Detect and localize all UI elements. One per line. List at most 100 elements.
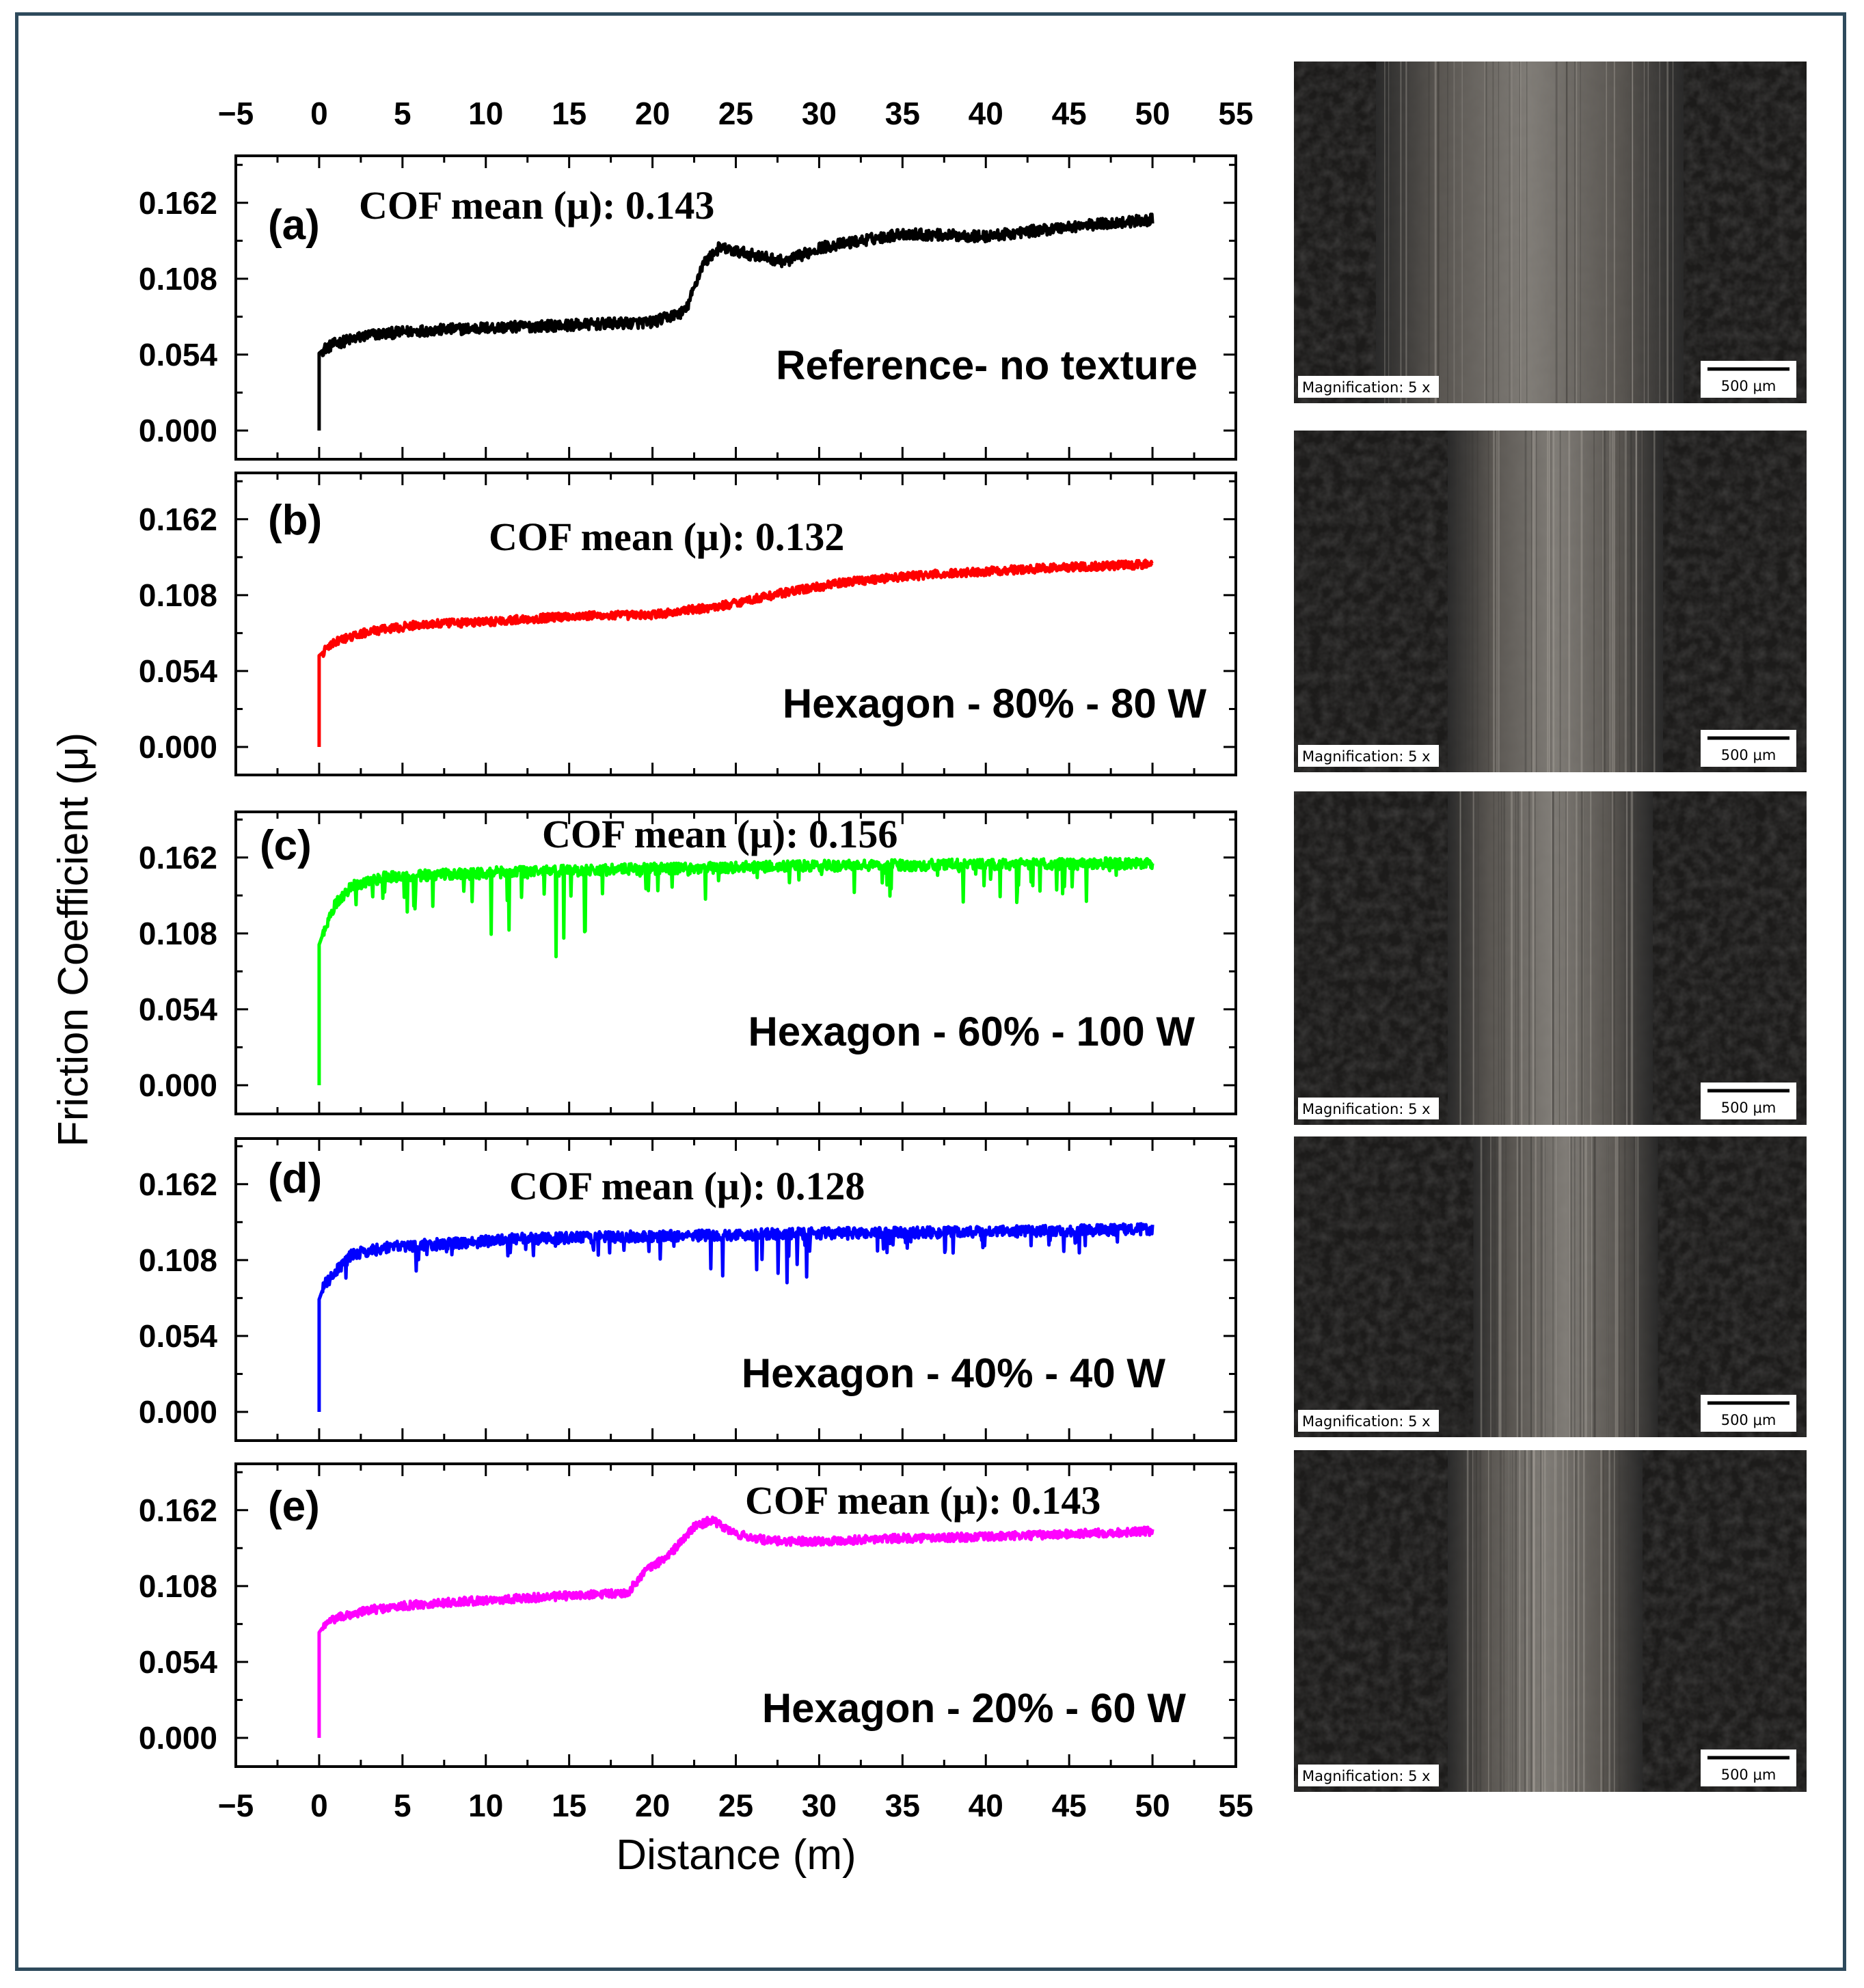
panel-tag: (a) bbox=[268, 202, 320, 249]
y-tick-label: 0.054 bbox=[139, 653, 218, 689]
magnification-label: Magnification: 5 x bbox=[1302, 1413, 1431, 1430]
magnification-label: Magnification: 5 x bbox=[1302, 748, 1431, 765]
x-tick-label-top: 15 bbox=[552, 96, 586, 131]
panel-d: 0.000 0.054 0.108 0.162 (d) COF mean (μ): 0.1… bbox=[139, 1137, 1237, 1442]
magnification-box bbox=[1298, 1098, 1439, 1119]
x-tick-label-bottom: 0 bbox=[310, 1788, 328, 1823]
x-tick-label-top: 0 bbox=[310, 96, 328, 131]
panel-a: 0.000 0.054 0.108 0.162 (a) COF mean (μ): 0.1… bbox=[139, 154, 1237, 461]
panel-tag: (d) bbox=[268, 1155, 322, 1202]
x-tick-label-top: 20 bbox=[635, 96, 670, 131]
scale-bar-label: 500 μm bbox=[1721, 1100, 1777, 1116]
x-tick-label-bottom: 40 bbox=[969, 1788, 1003, 1823]
top-x-axis-labels: −5 0 5 10 15 20 25 30 35 40 45 50 55 bbox=[218, 96, 1254, 131]
scale-bar-box bbox=[1701, 1082, 1796, 1119]
y-tick-label: 0.162 bbox=[139, 185, 217, 221]
series-line-e bbox=[317, 1515, 1154, 1738]
micrograph-a: Magnification: 5 x 500 μm bbox=[1294, 62, 1807, 403]
x-tick-label-top: 35 bbox=[885, 96, 920, 131]
x-tick-label-bottom: 20 bbox=[635, 1788, 670, 1823]
x-tick-label-top: 45 bbox=[1052, 96, 1087, 131]
x-axis-title: Distance (m) bbox=[616, 1832, 856, 1879]
wear-track bbox=[1376, 62, 1684, 403]
micrograph-b: Magnification: 5 x 500 μm bbox=[1294, 431, 1807, 772]
y-tick-label: 0.108 bbox=[139, 261, 217, 297]
y-tick-label: 0.054 bbox=[139, 992, 218, 1027]
micrograph-e: Magnification: 5 x 500 μm bbox=[1294, 1450, 1807, 1792]
x-tick-label-top: −5 bbox=[218, 96, 254, 131]
y-tick-label: 0.054 bbox=[139, 1644, 218, 1680]
panel-tag: (c) bbox=[260, 822, 312, 869]
y-tick-label: 0.162 bbox=[139, 1167, 217, 1202]
x-tick-label-top: 55 bbox=[1218, 96, 1253, 131]
scale-bar-label: 500 μm bbox=[1721, 747, 1777, 763]
panel-e: 0.000 0.054 0.108 0.162 (e) COF mean (μ): 0.1… bbox=[139, 1462, 1237, 1768]
magnification-label: Magnification: 5 x bbox=[1302, 1768, 1431, 1784]
x-tick-label-top: 5 bbox=[394, 96, 411, 131]
wear-track bbox=[1448, 1450, 1643, 1792]
cof-mean-label: COF mean (μ): 0.156 bbox=[542, 812, 897, 856]
magnification-label: Magnification: 5 x bbox=[1302, 1101, 1431, 1117]
x-tick-label-bottom: 25 bbox=[718, 1788, 753, 1823]
y-tick-label: 0.162 bbox=[139, 502, 217, 537]
x-tick-label-top: 25 bbox=[718, 96, 753, 131]
panels: 0.000 0.054 0.108 0.162 (a) COF mean (μ): 0.1… bbox=[139, 154, 1237, 1768]
panel-b: 0.000 0.054 0.108 0.162 (b) COF mean (μ): 0.1… bbox=[139, 472, 1237, 776]
scale-bar-label: 500 μm bbox=[1721, 378, 1777, 394]
y-tick-label: 0.108 bbox=[139, 577, 217, 613]
condition-label: Hexagon - 40% - 40 W bbox=[742, 1350, 1166, 1396]
x-tick-label-bottom: 15 bbox=[552, 1788, 586, 1823]
condition-label: Hexagon - 80% - 80 W bbox=[783, 681, 1207, 726]
y-tick-label: 0.162 bbox=[139, 1493, 217, 1528]
panel-c: 0.000 0.054 0.108 0.162 (c) COF mean (μ): 0.1… bbox=[139, 811, 1237, 1115]
bottom-x-axis-labels: −5 0 5 10 15 20 25 30 35 40 45 50 55 bbox=[218, 1788, 1254, 1823]
scale-bar-label: 500 μm bbox=[1721, 1412, 1777, 1428]
x-tick-label-bottom: 30 bbox=[802, 1788, 837, 1823]
scale-bar-box bbox=[1701, 730, 1796, 767]
cof-mean-label: COF mean (μ): 0.143 bbox=[745, 1478, 1100, 1523]
x-tick-label-top: 30 bbox=[802, 96, 837, 131]
wear-track bbox=[1473, 1136, 1658, 1437]
series-line-a bbox=[317, 213, 1154, 431]
magnification-box bbox=[1298, 1410, 1439, 1432]
x-tick-label-bottom: 50 bbox=[1135, 1788, 1170, 1823]
scale-bar-box bbox=[1701, 361, 1796, 398]
x-tick-label-bottom: −5 bbox=[218, 1788, 254, 1823]
condition-label: Hexagon - 60% - 100 W bbox=[748, 1009, 1195, 1054]
condition-label: Hexagon - 20% - 60 W bbox=[762, 1685, 1187, 1731]
series-line-c bbox=[317, 856, 1154, 1085]
x-tick-label-top: 10 bbox=[468, 96, 503, 131]
wear-track bbox=[1448, 791, 1653, 1125]
magnification-label: Magnification: 5 x bbox=[1302, 379, 1431, 396]
cof-mean-label: COF mean (μ): 0.128 bbox=[509, 1164, 865, 1208]
x-tick-label-top: 40 bbox=[969, 96, 1003, 131]
micrograph-c: Magnification: 5 x 500 μm bbox=[1294, 791, 1807, 1125]
y-tick-label: 0.054 bbox=[139, 337, 218, 372]
condition-label: Reference- no texture bbox=[776, 342, 1198, 388]
x-tick-label-bottom: 5 bbox=[394, 1788, 411, 1823]
y-tick-label: 0.000 bbox=[139, 413, 217, 448]
x-tick-label-bottom: 10 bbox=[468, 1788, 503, 1823]
series-line-d bbox=[317, 1222, 1154, 1412]
y-axis-title: Friction Coefficient (μ) bbox=[50, 733, 97, 1147]
panel-tag: (b) bbox=[268, 497, 322, 544]
magnification-box bbox=[1298, 745, 1439, 767]
scale-bar-label: 500 μm bbox=[1721, 1767, 1777, 1783]
scale-bar-box bbox=[1701, 1395, 1796, 1432]
y-tick-label: 0.162 bbox=[139, 840, 217, 875]
magnification-box bbox=[1298, 1765, 1439, 1786]
y-tick-label: 0.108 bbox=[139, 916, 217, 951]
y-tick-label: 0.000 bbox=[139, 729, 217, 765]
cof-mean-label: COF mean (μ): 0.143 bbox=[359, 183, 714, 228]
y-tick-label: 0.000 bbox=[139, 1720, 217, 1756]
scale-bar-box bbox=[1701, 1749, 1796, 1786]
x-tick-label-bottom: 55 bbox=[1218, 1788, 1253, 1823]
y-tick-label: 0.108 bbox=[139, 1568, 217, 1604]
series-line-b bbox=[317, 558, 1154, 747]
x-tick-label-top: 50 bbox=[1135, 96, 1170, 131]
y-tick-label: 0.000 bbox=[139, 1394, 217, 1430]
panel-tag: (e) bbox=[268, 1483, 320, 1530]
y-tick-label: 0.000 bbox=[139, 1067, 217, 1103]
